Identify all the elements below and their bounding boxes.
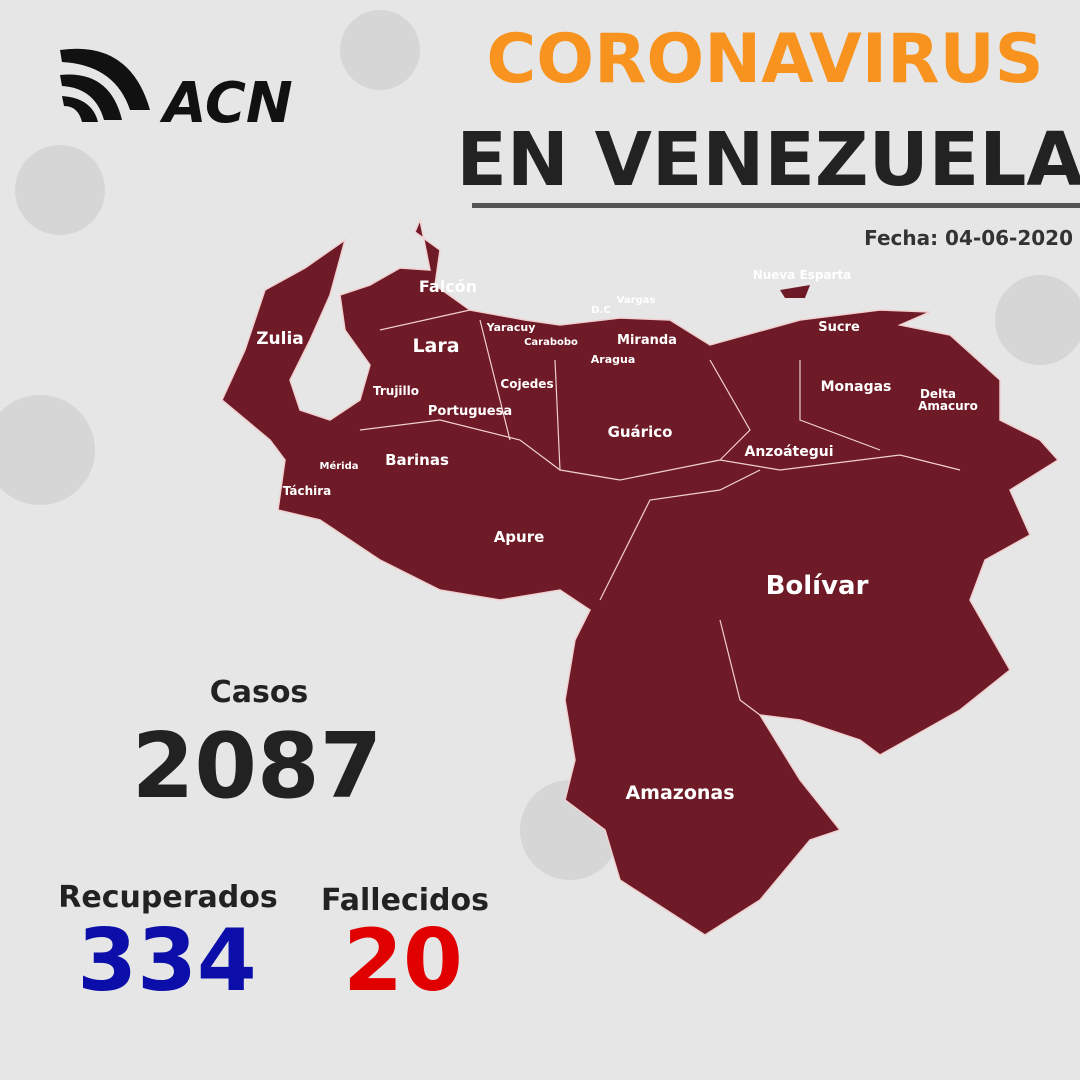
state-label: Anzoátegui: [745, 444, 834, 460]
state-label: Guárico: [608, 423, 673, 441]
state-label: Trujillo: [373, 384, 419, 398]
recovered-value: 334: [77, 911, 257, 1011]
cases-label: Casos: [210, 675, 309, 710]
state-label: Amazonas: [625, 782, 734, 804]
state-labels: Falcón Zulia Lara Yaracuy Carabobo Varga…: [256, 268, 978, 804]
state-label: Aragua: [591, 353, 636, 366]
state-label: Sucre: [818, 320, 860, 335]
state-label: Carabobo: [524, 337, 578, 348]
date: Fecha: 04-06-2020: [864, 226, 1073, 250]
state-label: Apure: [494, 528, 545, 546]
state-label: Monagas: [821, 379, 892, 395]
title-line1: CORONAVIRUS: [486, 20, 1043, 99]
state-label: Táchira: [283, 484, 332, 498]
title-line2: EN VENEZUELA: [456, 117, 1080, 203]
logo: ACN: [60, 48, 293, 136]
state-label: Vargas: [617, 295, 656, 306]
map: [221, 217, 1060, 936]
state-label: Cojedes: [500, 377, 553, 391]
virus-decor: [0, 10, 1080, 880]
state-label: Nueva Esparta: [753, 268, 852, 282]
state-label: Lara: [412, 335, 459, 357]
state-label: Amacuro: [918, 399, 978, 413]
state-label: Barinas: [385, 451, 449, 469]
state-label: Delta: [920, 387, 956, 401]
cases-value: 2087: [132, 714, 383, 819]
recovered-label: Recuperados: [58, 880, 277, 915]
state-label: Falcón: [419, 277, 477, 296]
state-label: Bolívar: [766, 571, 869, 601]
stats: Casos 2087 Recuperados 334 Fallecidos 20: [58, 675, 489, 1011]
state-label: D.C: [591, 305, 610, 316]
state-label: Portuguesa: [428, 404, 512, 419]
title-rule: [472, 203, 1080, 208]
logo-text: ACN: [159, 71, 293, 136]
state-label: Mérida: [320, 460, 359, 472]
state-label: Yaracuy: [486, 321, 536, 334]
state-label: Zulia: [256, 329, 304, 349]
deaths-value: 20: [343, 911, 463, 1011]
deaths-label: Fallecidos: [321, 883, 489, 918]
state-label: Miranda: [617, 333, 677, 348]
